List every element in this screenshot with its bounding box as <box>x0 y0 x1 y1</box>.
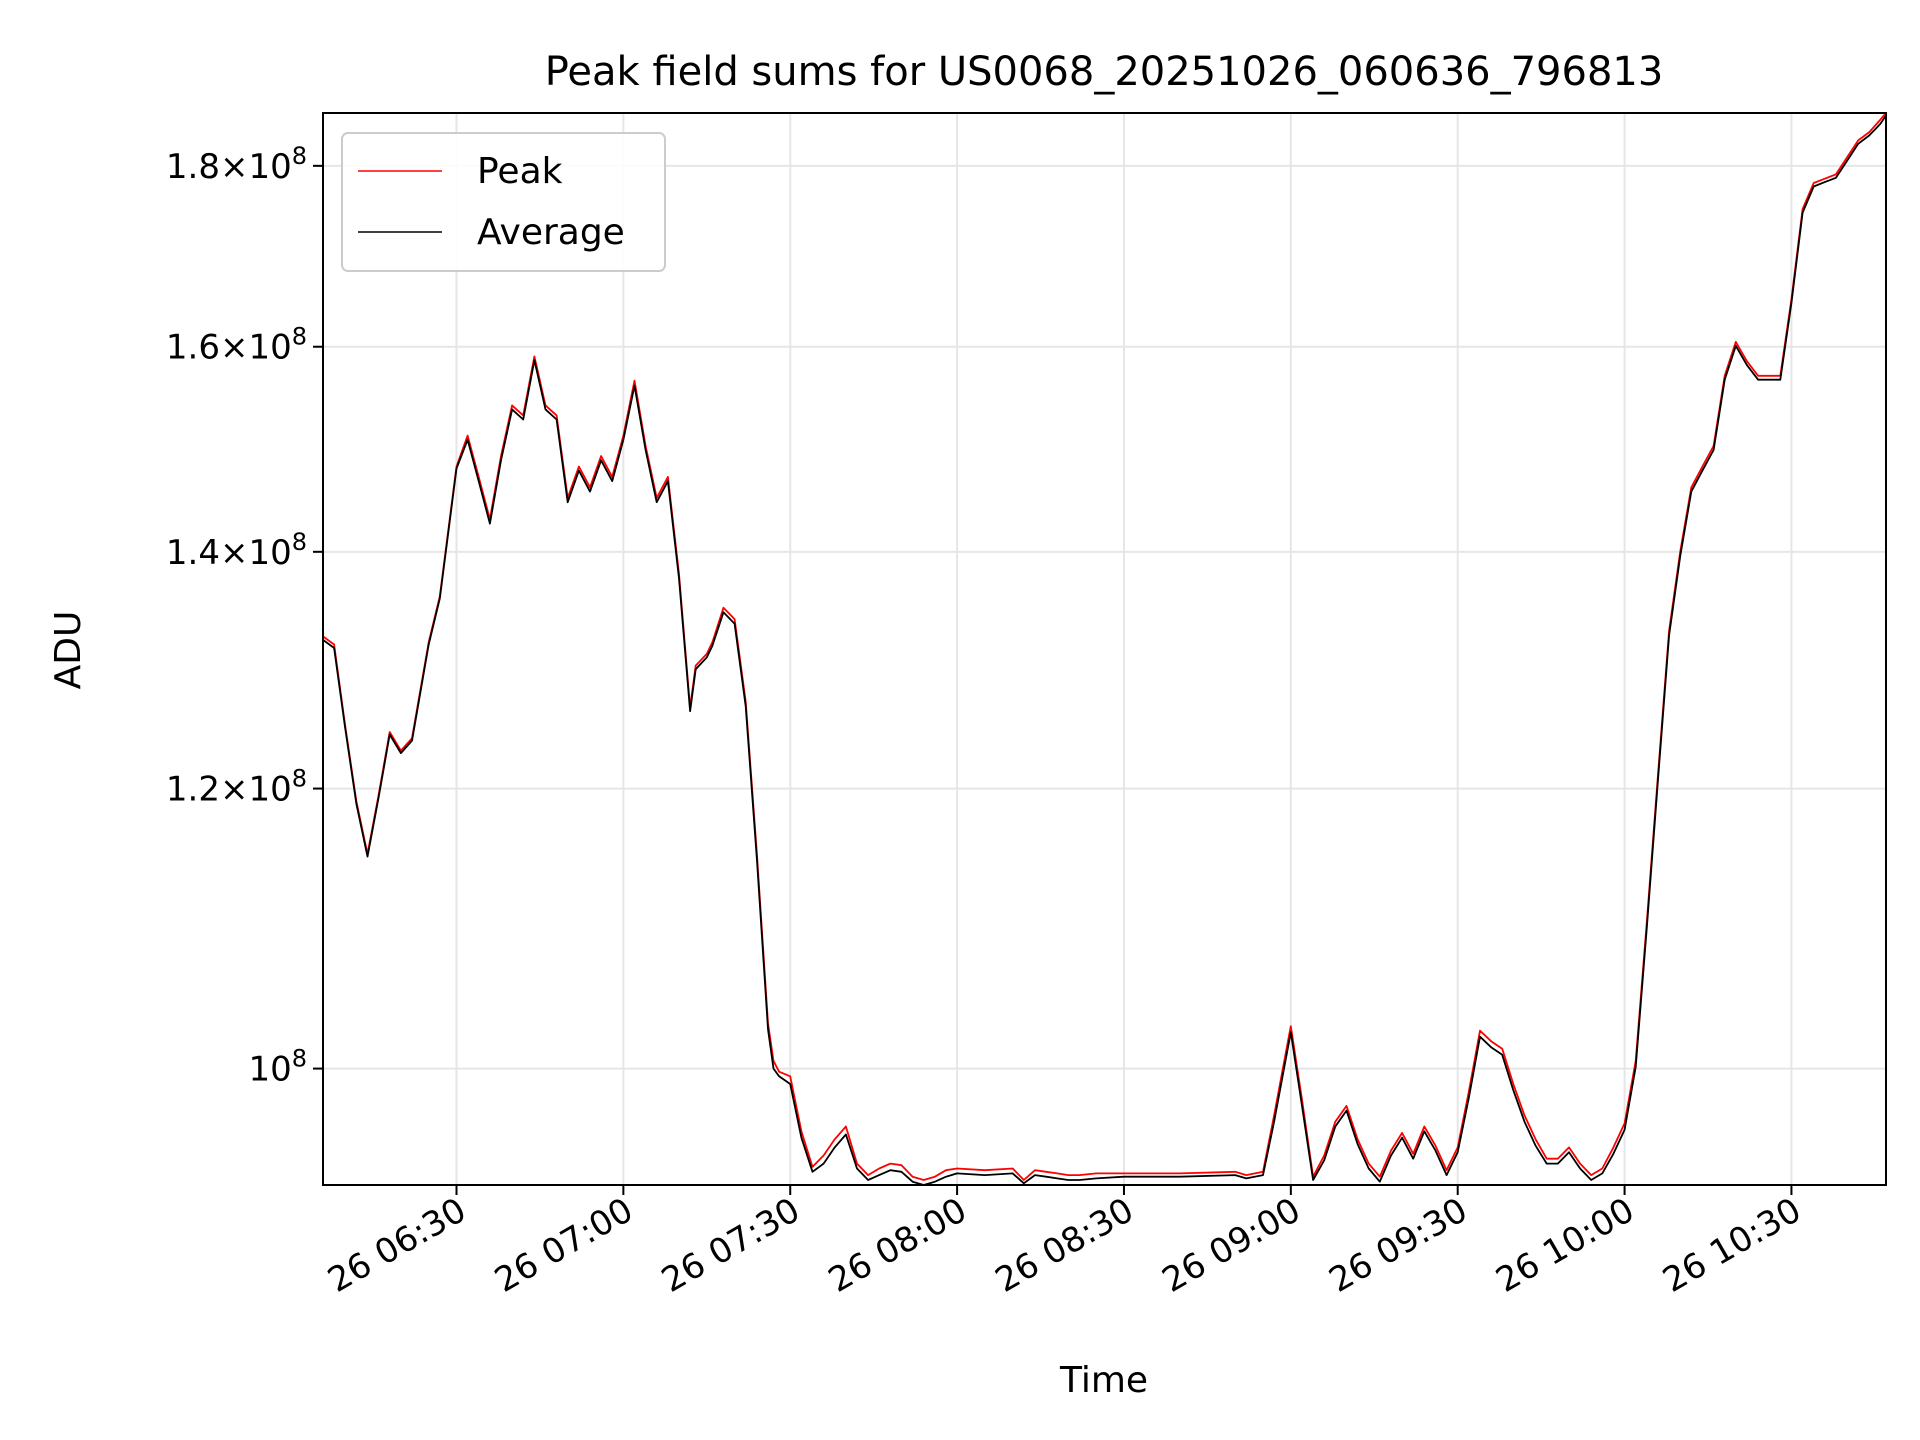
x-tick-label: 26 07:30 <box>655 1190 807 1301</box>
y-tick-label: 108 <box>248 1045 307 1090</box>
legend-label-peak: Peak <box>477 151 563 192</box>
legend-box <box>341 132 666 272</box>
y-tick-label: 1.4×108 <box>166 528 307 573</box>
series-line-peak <box>323 113 1886 1181</box>
grid-lines <box>323 113 1886 1185</box>
y-axis-label: ADU <box>48 611 89 690</box>
y-axis: 108 1.2×108 1.4×108 1.6×108 1.8×108 <box>166 142 323 1090</box>
x-axis-label: Time <box>1059 1360 1148 1401</box>
y-tick-label: 1.8×108 <box>166 142 307 187</box>
x-tick-label: 26 07:00 <box>488 1190 640 1301</box>
axes-frame <box>322 112 1887 1186</box>
legend: Peak Average <box>341 132 666 272</box>
x-tick-label: 26 06:30 <box>321 1190 473 1301</box>
series-line-average <box>323 114 1886 1185</box>
x-tick-label: 26 10:30 <box>1656 1190 1808 1301</box>
series-lines <box>323 113 1886 1185</box>
x-axis: 26 06:30 26 07:00 26 07:30 26 08:00 26 08:30… <box>321 1185 1808 1301</box>
x-tick-label: 26 08:00 <box>822 1190 974 1301</box>
y-tick-label: 1.2×108 <box>166 765 307 810</box>
legend-label-average: Average <box>477 212 625 253</box>
x-tick-label: 26 08:30 <box>989 1190 1141 1301</box>
x-tick-label: 26 10:00 <box>1489 1190 1641 1301</box>
chart-title: Peak field sums for US0068_20251026_0606… <box>545 49 1664 95</box>
plot-area <box>322 112 1887 1186</box>
x-tick-label: 26 09:30 <box>1323 1190 1475 1301</box>
x-tick-label: 26 09:00 <box>1156 1190 1308 1301</box>
y-tick-label: 1.6×108 <box>166 323 307 368</box>
